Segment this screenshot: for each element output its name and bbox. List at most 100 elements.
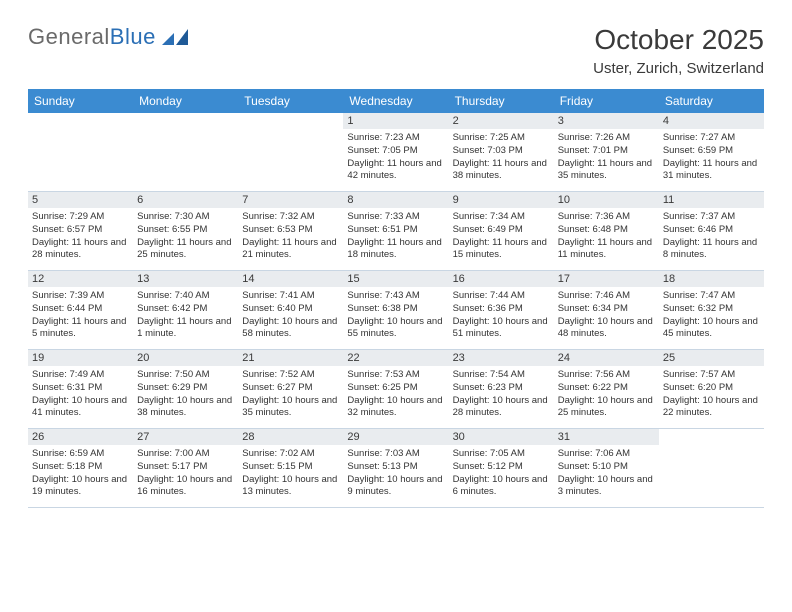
calendar-cell: 9Sunrise: 7:34 AMSunset: 6:49 PMDaylight… [449, 192, 554, 270]
logo-word-1: General [28, 24, 110, 49]
daylight-text: Daylight: 10 hours and 55 minutes. [347, 316, 444, 342]
daylight-text: Daylight: 11 hours and 38 minutes. [453, 158, 550, 184]
sunset-text: Sunset: 7:01 PM [558, 145, 655, 158]
cell-info: Sunrise: 7:41 AMSunset: 6:40 PMDaylight:… [242, 290, 339, 341]
logo-text: GeneralBlue [28, 24, 156, 50]
sunrise-text: Sunrise: 7:36 AM [558, 211, 655, 224]
daylight-text: Daylight: 11 hours and 25 minutes. [137, 237, 234, 263]
calendar-cell: 12 Sunrise: 7:39 AMSunset: 6:44 PMDayligh… [28, 271, 133, 349]
cell-date: 6 [133, 192, 238, 208]
calendar-cell: 10Sunrise: 7:36 AMSunset: 6:48 PMDayligh… [554, 192, 659, 270]
daylight-text: Daylight: 10 hours and 48 minutes. [558, 316, 655, 342]
sunrise-text: Sunrise: 7:33 AM [347, 211, 444, 224]
sunrise-text: Sunrise: 7:34 AM [453, 211, 550, 224]
cell-info: Sunrise: 7:57 AMSunset: 6:20 PMDaylight:… [663, 369, 760, 420]
sunrise-text: Sunrise: 7:54 AM [453, 369, 550, 382]
sunrise-text: Sunrise: 7:30 AM [137, 211, 234, 224]
cell-date: 29 [343, 429, 448, 445]
sunrise-text: Sunrise: 7:03 AM [347, 448, 444, 461]
day-header: Saturday [659, 89, 764, 113]
sunrise-text: Sunrise: 7:53 AM [347, 369, 444, 382]
title-block: October 2025 Uster, Zurich, Switzerland [593, 24, 764, 77]
cell-date: 21 [238, 350, 343, 366]
daylight-text: Daylight: 10 hours and 3 minutes. [558, 474, 655, 500]
day-header: Sunday [28, 89, 133, 113]
cell-info: Sunrise: 7:54 AMSunset: 6:23 PMDaylight:… [453, 369, 550, 420]
sunrise-text: Sunrise: 7:39 AM [32, 290, 129, 303]
sunset-text: Sunset: 6:22 PM [558, 382, 655, 395]
cell-info: Sunrise: 7:44 AMSunset: 6:36 PMDaylight:… [453, 290, 550, 341]
calendar-cell: 16Sunrise: 7:44 AMSunset: 6:36 PMDayligh… [449, 271, 554, 349]
calendar-cell: 3Sunrise: 7:26 AMSunset: 7:01 PMDaylight… [554, 113, 659, 191]
cell-date: 28 [238, 429, 343, 445]
sunrise-text: Sunrise: 7:40 AM [137, 290, 234, 303]
cell-info: Sunrise: 7:37 AMSunset: 6:46 PMDaylight:… [663, 211, 760, 262]
cell-info: Sunrise: 7:40 AMSunset: 6:42 PMDaylight:… [137, 290, 234, 341]
day-header: Wednesday [343, 89, 448, 113]
calendar-cell: 6Sunrise: 7:30 AMSunset: 6:55 PMDaylight… [133, 192, 238, 270]
cell-info: Sunrise: 7:02 AMSunset: 5:15 PMDaylight:… [242, 448, 339, 499]
sunrise-text: Sunrise: 7:29 AM [32, 211, 129, 224]
cell-info: Sunrise: 7:36 AMSunset: 6:48 PMDaylight:… [558, 211, 655, 262]
cell-date: 9 [449, 192, 554, 208]
cell-date: 14 [238, 271, 343, 287]
cell-info: Sunrise: 7:03 AMSunset: 5:13 PMDaylight:… [347, 448, 444, 499]
calendar-body: ...1Sunrise: 7:23 AMSunset: 7:05 PMDayli… [28, 113, 764, 508]
calendar-cell: . [659, 429, 764, 507]
daylight-text: Daylight: 11 hours and 18 minutes. [347, 237, 444, 263]
calendar-week: 26Sunrise: 6:59 AMSunset: 5:18 PMDayligh… [28, 429, 764, 508]
sunrise-text: Sunrise: 7:56 AM [558, 369, 655, 382]
cell-info: Sunrise: 7:23 AMSunset: 7:05 PMDaylight:… [347, 132, 444, 183]
calendar-cell: 24Sunrise: 7:56 AMSunset: 6:22 PMDayligh… [554, 350, 659, 428]
cell-info: Sunrise: 7:27 AMSunset: 6:59 PMDaylight:… [663, 132, 760, 183]
sunrise-text: Sunrise: 7:44 AM [453, 290, 550, 303]
logo-mark-icon [162, 27, 190, 47]
sunrise-text: Sunrise: 6:59 AM [32, 448, 129, 461]
calendar-cell: 19Sunrise: 7:49 AMSunset: 6:31 PMDayligh… [28, 350, 133, 428]
sunset-text: Sunset: 6:59 PM [663, 145, 760, 158]
cell-info: Sunrise: 7:06 AMSunset: 5:10 PMDaylight:… [558, 448, 655, 499]
cell-date: 22 [343, 350, 448, 366]
cell-date: 30 [449, 429, 554, 445]
daylight-text: Daylight: 10 hours and 58 minutes. [242, 316, 339, 342]
cell-date: 11 [659, 192, 764, 208]
calendar-cell: 4Sunrise: 7:27 AMSunset: 6:59 PMDaylight… [659, 113, 764, 191]
sunset-text: Sunset: 6:20 PM [663, 382, 760, 395]
calendar-cell: . [238, 113, 343, 191]
cell-date: 12 [28, 271, 133, 287]
daylight-text: Daylight: 10 hours and 41 minutes. [32, 395, 129, 421]
sunset-text: Sunset: 5:17 PM [137, 461, 234, 474]
cell-info: Sunrise: 7:53 AMSunset: 6:25 PMDaylight:… [347, 369, 444, 420]
cell-info: Sunrise: 6:59 AMSunset: 5:18 PMDaylight:… [32, 448, 129, 499]
cell-date: 31 [554, 429, 659, 445]
calendar-cell: 21Sunrise: 7:52 AMSunset: 6:27 PMDayligh… [238, 350, 343, 428]
sunset-text: Sunset: 5:18 PM [32, 461, 129, 474]
sunset-text: Sunset: 6:48 PM [558, 224, 655, 237]
logo-word-2: Blue [110, 24, 156, 49]
daylight-text: Daylight: 11 hours and 11 minutes. [558, 237, 655, 263]
calendar-cell: 22 Sunrise: 7:53 AMSunset: 6:25 PMDayligh… [343, 350, 448, 428]
daylight-text: Daylight: 10 hours and 22 minutes. [663, 395, 760, 421]
day-header-row: Sunday Monday Tuesday Wednesday Thursday… [28, 89, 764, 113]
cell-info: Sunrise: 7:47 AMSunset: 6:32 PMDaylight:… [663, 290, 760, 341]
daylight-text: Daylight: 10 hours and 16 minutes. [137, 474, 234, 500]
sunrise-text: Sunrise: 7:41 AM [242, 290, 339, 303]
daylight-text: Daylight: 10 hours and 13 minutes. [242, 474, 339, 500]
cell-date: 24 [554, 350, 659, 366]
header: GeneralBlue October 2025 Uster, Zurich, … [28, 24, 764, 77]
calendar-cell: 14 Sunrise: 7:41 AMSunset: 6:40 PMDayligh… [238, 271, 343, 349]
sunrise-text: Sunrise: 7:02 AM [242, 448, 339, 461]
sunset-text: Sunset: 6:31 PM [32, 382, 129, 395]
cell-info: Sunrise: 7:39 AMSunset: 6:44 PMDaylight:… [32, 290, 129, 341]
logo: GeneralBlue [28, 24, 190, 50]
calendar-cell: 8Sunrise: 7:33 AMSunset: 6:51 PMDaylight… [343, 192, 448, 270]
cell-info: Sunrise: 7:25 AMSunset: 7:03 PMDaylight:… [453, 132, 550, 183]
cell-info: Sunrise: 7:33 AMSunset: 6:51 PMDaylight:… [347, 211, 444, 262]
day-header: Friday [554, 89, 659, 113]
calendar-cell: . [133, 113, 238, 191]
daylight-text: Daylight: 10 hours and 35 minutes. [242, 395, 339, 421]
cell-date: 20 [133, 350, 238, 366]
sunset-text: Sunset: 6:38 PM [347, 303, 444, 316]
calendar-cell: 17Sunrise: 7:46 AMSunset: 6:34 PMDayligh… [554, 271, 659, 349]
month-title: October 2025 [593, 24, 764, 56]
